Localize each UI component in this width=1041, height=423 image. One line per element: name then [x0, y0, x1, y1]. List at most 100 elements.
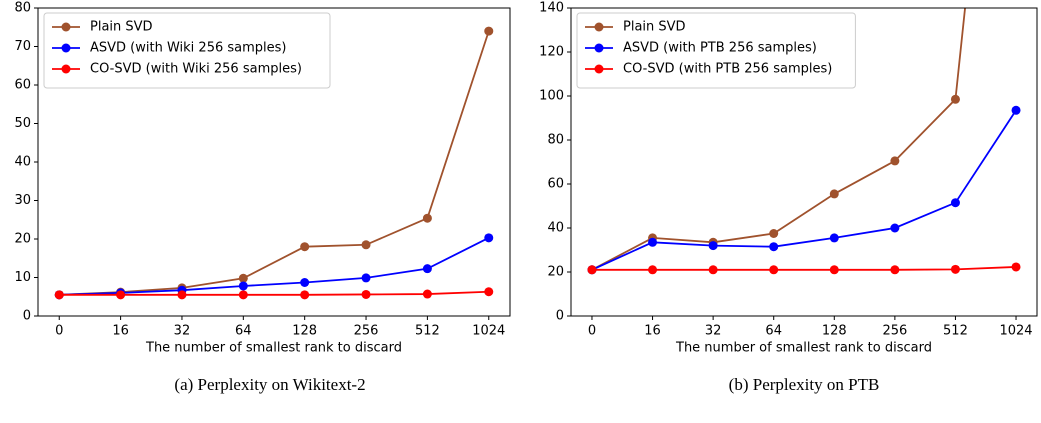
point [950, 264, 960, 274]
point [422, 213, 432, 223]
y-tick-label: 40 [14, 155, 31, 170]
x-axis-label: The number of smallest rank to discard [675, 341, 932, 356]
point [587, 265, 597, 275]
x-tick-label: 128 [822, 324, 847, 339]
legend-marker [61, 64, 71, 74]
y-tick-label: 80 [547, 133, 564, 148]
point [54, 290, 64, 300]
y-tick-label: 50 [14, 116, 31, 131]
x-tick-label: 512 [943, 324, 968, 339]
point [708, 241, 718, 251]
x-tick-label: 0 [588, 324, 596, 339]
legend-box [43, 12, 331, 89]
axes-frame [37, 7, 511, 317]
point [422, 289, 432, 299]
axes-frame [570, 7, 1038, 317]
legend-marker [61, 43, 71, 53]
y-tick-label: 140 [539, 1, 564, 16]
point [422, 264, 432, 274]
x-tick-label: 64 [235, 324, 252, 339]
caption: (b) Perplexity on PTB [729, 375, 880, 394]
point [890, 265, 900, 275]
legend-marker [594, 64, 604, 74]
legend-label: CO-SVD (with PTB 256 samples) [623, 62, 832, 77]
point [708, 265, 718, 275]
series-line [59, 237, 490, 296]
y-tick-label: 80 [14, 1, 31, 16]
point [829, 233, 839, 243]
point [1011, 105, 1021, 115]
x-tick-label: 16 [112, 324, 129, 339]
y-tick-label: 100 [539, 89, 564, 104]
point [484, 233, 494, 243]
x-tick-label: 64 [765, 324, 782, 339]
point [950, 198, 960, 208]
x-tick-label: 16 [644, 324, 661, 339]
y-tick-label: 20 [547, 265, 564, 280]
point [890, 156, 900, 166]
legend-label: ASVD (with Wiki 256 samples) [90, 41, 286, 56]
plot-area [54, 26, 494, 300]
point [300, 290, 310, 300]
x-tick-label: 1024 [999, 324, 1032, 339]
point [238, 290, 248, 300]
point [361, 240, 371, 250]
y-tick-label: 40 [547, 221, 564, 236]
y-tick-label: 10 [14, 270, 31, 285]
point [648, 265, 658, 275]
x-tick-label: 512 [415, 324, 440, 339]
plot-area [587, 8, 1021, 275]
x-tick-label: 1024 [472, 324, 505, 339]
point [769, 265, 779, 275]
chart: 0 10 20 30 40 50 60 70 80 0 16 32 64 128 256 512 1024 The… [14, 1, 511, 394]
y-tick-label: 0 [23, 309, 31, 324]
series-line [591, 109, 1017, 271]
series-line [591, 8, 966, 271]
point [238, 273, 248, 283]
series-line [59, 30, 490, 296]
x-axis-label: The number of smallest rank to discard [145, 341, 402, 356]
point [950, 94, 960, 104]
chart: 0 20 40 60 80 100 120 140 0 16 32 64 128 256 512 1024 Th… [539, 1, 1038, 394]
x-tick-label: 256 [882, 324, 907, 339]
point [361, 289, 371, 299]
point [1011, 262, 1021, 272]
point [890, 223, 900, 233]
legend-label: CO-SVD (with Wiki 256 samples) [90, 62, 302, 77]
x-tick-label: 32 [174, 324, 191, 339]
point [484, 287, 494, 297]
y-tick-label: 60 [14, 78, 31, 93]
caption: (a) Perplexity on Wikitext-2 [174, 375, 365, 394]
x-tick-label: 32 [705, 324, 722, 339]
legend-marker [61, 22, 71, 32]
legend-label: Plain SVD [623, 20, 686, 35]
legend-label: Plain SVD [90, 20, 153, 35]
legend-box [576, 12, 856, 89]
y-tick-label: 70 [14, 39, 31, 54]
legend-marker [594, 43, 604, 53]
y-tick-label: 0 [556, 309, 564, 324]
point [238, 281, 248, 291]
point [484, 26, 494, 36]
x-tick-label: 256 [354, 324, 379, 339]
point [361, 273, 371, 283]
point [829, 265, 839, 275]
point [300, 278, 310, 288]
legend-marker [594, 22, 604, 32]
point [648, 237, 658, 247]
point [116, 290, 126, 300]
point [300, 242, 310, 252]
point [829, 189, 839, 199]
y-tick-label: 60 [547, 177, 564, 192]
x-tick-label: 0 [55, 324, 63, 339]
point [769, 242, 779, 252]
series-line [591, 266, 1017, 271]
legend-label: ASVD (with PTB 256 samples) [623, 41, 817, 56]
x-tick-label: 128 [292, 324, 317, 339]
point [769, 229, 779, 238]
y-tick-label: 30 [14, 193, 31, 208]
y-tick-label: 20 [14, 232, 31, 247]
y-tick-label: 120 [539, 45, 564, 60]
point [177, 290, 187, 300]
